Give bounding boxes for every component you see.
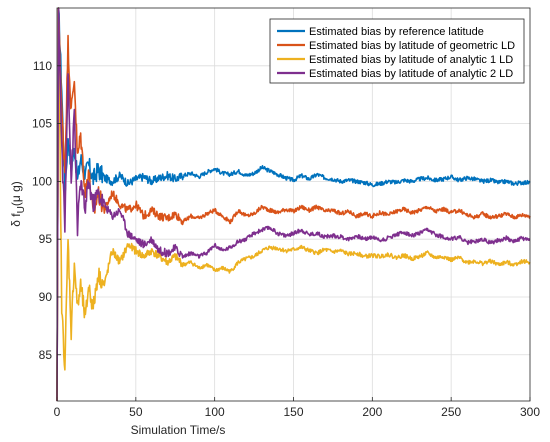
- y-axis-label-unit: (μ g): [9, 181, 23, 206]
- legend-entry-analytic-2: Estimated bias by latitude of analytic 2…: [277, 68, 513, 80]
- y-tick-label: 110: [33, 59, 52, 73]
- y-tick-label: 85: [39, 348, 53, 362]
- series-line-reference: [56, 7, 531, 402]
- y-axis-label: δ fU(μ g): [9, 181, 27, 227]
- legend-entry-analytic-1: Estimated bias by latitude of analytic 1…: [277, 54, 513, 66]
- legend-box: [269, 18, 525, 84]
- y-axis-label-main: δ f: [9, 213, 23, 227]
- y-tick-label: 105: [32, 117, 52, 131]
- x-axis-label: Simulation Time/s: [131, 423, 226, 437]
- legend: Estimated bias by reference latitude Est…: [269, 18, 525, 84]
- legend-label-analytic-1: Estimated bias by latitude of analytic 1…: [309, 54, 513, 66]
- y-axis-ticks: 85 90 95 100 105 110: [32, 59, 61, 362]
- x-tick-label: 300: [520, 405, 540, 419]
- y-tick-label: 90: [39, 290, 53, 304]
- x-tick-label: 150: [283, 405, 303, 419]
- x-tick-label: 200: [362, 405, 382, 419]
- legend-entry-reference: Estimated bias by reference latitude: [277, 26, 484, 38]
- svg-text:δ fU(μ g): δ fU(μ g): [9, 181, 27, 227]
- legend-label-analytic-2: Estimated bias by latitude of analytic 2…: [309, 68, 513, 80]
- series-line-analytic-1: [56, 7, 531, 402]
- x-tick-label: 100: [205, 405, 225, 419]
- y-tick-label: 95: [39, 232, 53, 246]
- x-tick-label: 50: [129, 405, 143, 419]
- x-tick-label: 250: [441, 405, 461, 419]
- y-axis-label-subscript: U: [16, 206, 27, 213]
- series-line-geometric: [56, 7, 531, 402]
- series-line-analytic-2: [56, 7, 531, 402]
- legend-label-reference: Estimated bias by reference latitude: [309, 26, 484, 38]
- x-tick-label: 0: [54, 405, 61, 419]
- x-axis-ticks: 0 50 100 150 200 250 300: [54, 397, 540, 419]
- legend-entry-geometric: Estimated bias by latitude of geometric …: [277, 40, 515, 52]
- y-tick-label: 100: [32, 174, 52, 188]
- legend-label-geometric: Estimated bias by latitude of geometric …: [309, 40, 515, 52]
- series-lines: [56, 7, 531, 402]
